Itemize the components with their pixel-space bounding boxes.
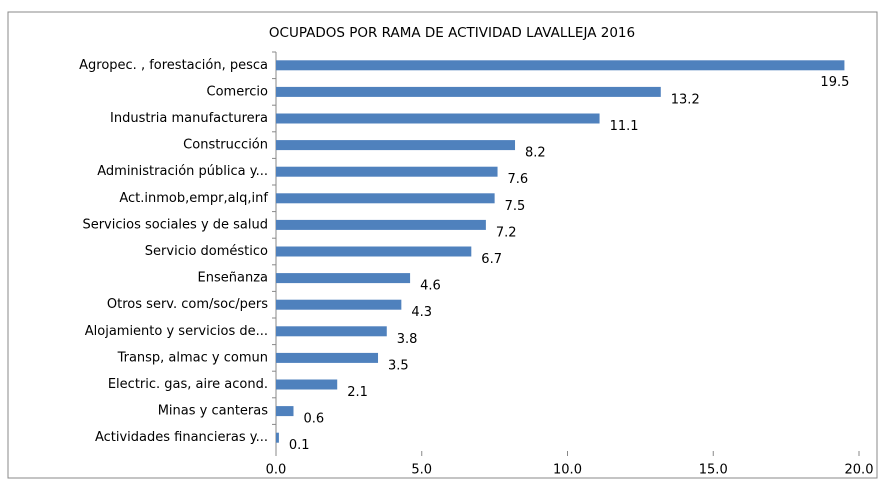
bar [276,406,294,417]
bar [276,299,402,310]
y-tick-label: Construcción [183,138,268,153]
bar [276,60,845,71]
bar [276,246,472,257]
data-label: 3.8 [397,332,418,347]
bar [276,140,516,151]
y-tick-label: Enseñanza [198,271,268,286]
bar [276,326,387,337]
x-tick-label: 0.0 [266,463,287,478]
chart-title: OCUPADOS POR RAMA DE ACTIVIDAD LAVALLEJA… [269,25,635,41]
bar [276,86,661,97]
data-label: 4.6 [420,279,441,294]
data-label: 11.1 [610,119,639,134]
y-tick-label: Agropec. , forestación, pesca [79,58,268,73]
y-tick-label: Otros serv. com/soc/pers [107,297,268,312]
data-label: 3.5 [388,358,409,373]
data-label: 7.6 [508,172,529,187]
data-label: 2.1 [347,385,368,400]
x-tick-label: 5.0 [411,463,432,478]
y-tick-label: Comercio [207,84,269,99]
y-tick-label: Administración pública y... [97,164,268,179]
chart-border [7,11,878,479]
bar [276,166,498,177]
data-label: 13.2 [671,92,700,107]
bar [276,379,338,390]
y-tick-label: Alojamiento y servicios de... [85,324,268,339]
data-label: 6.7 [481,252,502,267]
data-label: 7.5 [505,199,526,214]
x-tick-label: 15.0 [699,463,728,478]
y-tick-label: Transp, almac y comun [117,350,268,365]
bar [276,193,495,204]
y-tick-label: Actividades financieras y... [95,430,268,445]
y-tick-label: Electric. gas, aire acond. [108,377,268,392]
bar [276,113,600,124]
data-label: 8.2 [525,146,546,161]
data-label: 7.2 [496,225,517,240]
y-tick-label: Servicio doméstico [145,244,268,259]
data-label: 19.5 [820,75,849,90]
bar [276,273,411,284]
bar [276,352,379,363]
x-tick-label: 10.0 [553,463,582,478]
y-tick-label: Industria manufacturera [110,111,268,126]
bar [276,432,279,443]
y-tick-label: Servicios sociales y de salud [82,217,268,232]
y-tick-label: Minas y canteras [158,404,269,419]
y-tick-label: Act.inmob,empr,alq,inf [119,191,268,206]
x-tick-label: 20.0 [845,463,874,478]
data-label: 4.3 [411,305,432,320]
data-label: 0.6 [303,412,324,427]
bar [276,219,486,230]
data-label: 0.1 [289,438,310,453]
